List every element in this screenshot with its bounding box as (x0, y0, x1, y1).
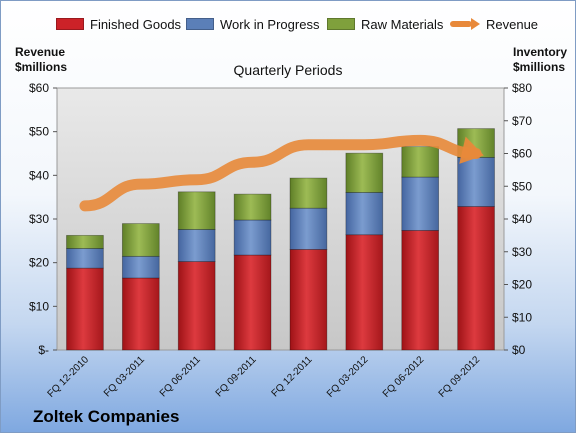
bar-work-in-progress (401, 176, 440, 231)
bar-work-in-progress (177, 229, 216, 262)
legend-swatch-finished-goods (56, 18, 84, 30)
bar-finished-goods (66, 267, 104, 351)
left-tick-label: $60 (29, 81, 49, 95)
bar-finished-goods (401, 230, 440, 351)
right-axis-title: Inventory $millions (513, 45, 567, 75)
legend-label-work-in-progress: Work in Progress (220, 16, 320, 32)
right-axis-title-line-2: $millions (513, 60, 566, 74)
bar-raw-materials (233, 193, 272, 221)
right-tick-label: $80 (512, 81, 532, 95)
x-tick-label: FQ 03-2011 (102, 354, 147, 399)
left-tick-label: $30 (29, 212, 49, 226)
left-tick-label: $40 (29, 168, 49, 182)
legend: Finished Goods Work in Progress Raw Mate… (1, 10, 575, 38)
bar-raw-materials (177, 191, 216, 230)
left-tick-label: $10 (29, 299, 49, 313)
left-tick-label: $- (38, 343, 49, 357)
x-tick-label: FQ 12-2010 (46, 354, 92, 400)
revenue-arrowhead (459, 136, 484, 164)
legend-item-raw-materials: Raw Materials (327, 10, 443, 38)
legend-label-finished-goods: Finished Goods (90, 16, 182, 32)
x-tick-label: FQ 09-2011 (214, 354, 259, 399)
right-axis-title-line-1: Inventory (513, 45, 568, 59)
legend-item-finished-goods: Finished Goods (56, 10, 181, 38)
bar-finished-goods (345, 234, 384, 351)
legend-swatch-raw-materials (327, 18, 355, 30)
legend-label-revenue: Revenue (486, 16, 539, 32)
left-axis-title: Revenue $millions (15, 45, 67, 75)
chart-subtitle: Quarterly Periods (233, 62, 343, 78)
bar-work-in-progress (66, 248, 104, 269)
left-axis-title-line-2: $millions (15, 60, 68, 74)
right-tick-label: $50 (512, 179, 532, 193)
right-tick-label: $40 (512, 212, 532, 226)
legend-swatch-work-in-progress (186, 18, 214, 30)
right-tick-label: $30 (512, 245, 532, 259)
bar-finished-goods (177, 261, 216, 351)
left-axis-title-line-1: Revenue (15, 45, 66, 59)
company-name: Zoltek Companies (33, 407, 180, 426)
bar-finished-goods (457, 206, 495, 351)
bar-work-in-progress (345, 192, 384, 236)
bar-finished-goods (121, 277, 160, 351)
legend-item-work-in-progress: Work in Progress (186, 10, 319, 38)
bar-finished-goods (233, 254, 272, 351)
revenue-line (79, 134, 482, 212)
bar-work-in-progress (289, 207, 328, 250)
legend-label-raw-materials: Raw Materials (361, 16, 444, 32)
bar-raw-materials (66, 234, 104, 249)
x-tick-label: FQ 06-2012 (381, 354, 427, 400)
bar-raw-materials (121, 223, 160, 257)
bar-work-in-progress (233, 219, 272, 256)
bar-finished-goods (289, 249, 328, 351)
x-tick-label: FQ 09-2012 (437, 354, 483, 400)
right-tick-label: $70 (512, 114, 532, 128)
right-tick-label: $60 (512, 147, 532, 161)
bar-raw-materials (289, 177, 328, 209)
x-tick-label: FQ 12-2011 (270, 354, 315, 399)
legend-item-revenue: Revenue (450, 10, 538, 38)
right-tick-label: $20 (512, 278, 532, 292)
x-tick-label: FQ 06-2011 (158, 354, 203, 399)
legend-arrow-revenue (450, 18, 480, 30)
bar-work-in-progress (121, 255, 160, 279)
right-tick-label: $0 (512, 343, 526, 357)
bar-work-in-progress (457, 157, 495, 207)
x-tick-label: FQ 03-2012 (325, 354, 371, 400)
right-tick-label: $10 (512, 310, 532, 324)
bar-raw-materials (401, 146, 440, 178)
left-tick-label: $50 (29, 125, 49, 139)
left-tick-label: $20 (29, 256, 49, 270)
bar-raw-materials (345, 152, 384, 193)
